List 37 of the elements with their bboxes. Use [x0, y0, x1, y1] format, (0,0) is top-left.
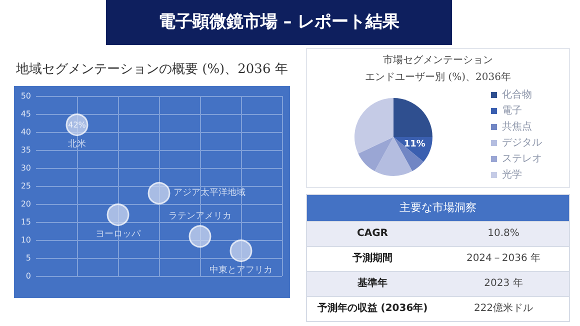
text: 10.8% [486, 227, 520, 241]
y-tick-label: 40 [20, 128, 31, 136]
y-tick-label: 25 [20, 182, 31, 190]
y-tick-label: 20 [20, 200, 31, 208]
y-tick-label: 30 [20, 164, 31, 172]
legend-label: 化合物 [502, 88, 532, 100]
series-label: アジア太平洋地域 [173, 187, 246, 198]
chart-title: 電子顕微鏡市場 – レポート結果 [106, 0, 452, 45]
y-tick-label: 45 [20, 110, 31, 118]
chart-title: 市場セグメンテーション [382, 54, 494, 67]
text: 基準年 [356, 276, 388, 291]
text: 主要な市場洞察 [307, 195, 569, 221]
series-label: 北米 [68, 138, 86, 150]
legend-label: ステレオ [502, 154, 542, 164]
legend-label: デジタル [502, 138, 542, 148]
chart-subtitle: エンドユーザー別 (%)、2036年 [364, 71, 512, 84]
text: 2023 年 [483, 277, 524, 291]
text: CAGR [356, 227, 389, 241]
text: 予測年の収益 (2036年) [316, 302, 429, 316]
y-tick-label: 5 [26, 254, 31, 262]
y-tick-label: 15 [20, 218, 31, 226]
series-label: ヨーロッパ [96, 230, 142, 240]
y-tick-label: 35 [20, 146, 31, 154]
data-label: 42% [68, 120, 86, 130]
legend-label: 共焦点 [502, 120, 532, 132]
text: 2024－2036 年 [465, 252, 542, 266]
text: 222億米ドル [472, 302, 534, 316]
text: 予測期間 [352, 252, 394, 266]
series-label: 中東とアフリカ [210, 264, 272, 276]
chart-subtitle: 地域セグメンテーションの概要 (%)、2036 年 [16, 61, 288, 78]
legend-label: 光学 [502, 168, 522, 180]
series-label: ラテンアメリカ [168, 212, 232, 222]
legend-label: 電子 [502, 106, 522, 116]
y-tick-label: 0 [26, 272, 31, 280]
data-label: 11% [404, 140, 426, 150]
y-tick-label: 10 [20, 236, 31, 244]
y-tick-label: 50 [20, 92, 31, 100]
